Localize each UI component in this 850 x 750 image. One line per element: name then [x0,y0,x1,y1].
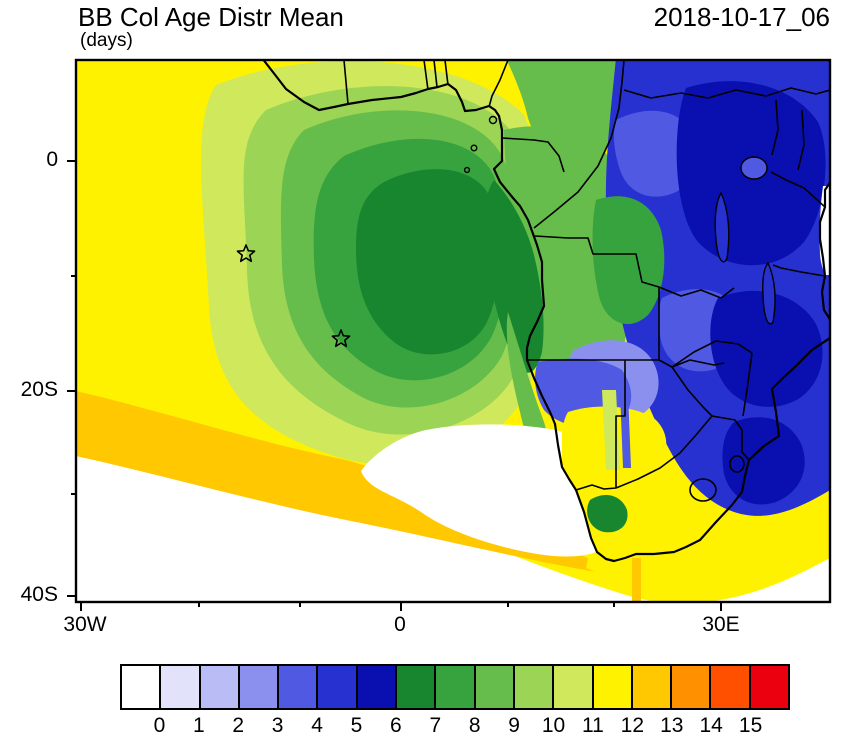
age-fill-darkblue-zimbabwe [710,290,823,407]
colorbar [120,664,790,710]
plot-title: BB Col Age Distr Mean [78,2,344,32]
age-fill-blue-topmid [613,110,699,197]
colorbar-tick-label: 5 [350,714,363,737]
age-fill-white-benguela-pocket [361,424,596,557]
colorbar-tick-label: 7 [429,714,442,737]
x-axis-tick-label-0: 0 [394,613,406,636]
colorbar-cell [318,666,358,708]
colorbar-cell [436,666,476,708]
island-principe [470,144,478,152]
age-fill-layers [76,60,830,602]
x-axis-tick-label-30e: 30E [702,613,740,636]
border-swaziland [729,455,745,473]
colorbar-cell [239,666,280,708]
colorbar-tick-label: 14 [699,714,723,737]
lakes [714,156,776,325]
colorbar-tick-label: 2 [232,714,245,737]
colorbar-tick-label: 13 [660,714,684,737]
island-sao-tome [463,166,471,174]
colorbar-cell [279,666,319,708]
age-fill-darkgreen-cape [587,495,628,533]
country-borders [343,60,830,502]
colorbar-cell [200,666,240,708]
y-major-ticks [67,160,76,597]
age-fill-darkgreen-core [356,169,500,355]
borders-central-africa [501,60,625,229]
colorbar-cell [554,666,594,708]
x-minor-ticks [198,602,615,607]
lake-malawi [762,261,776,325]
coastline-group [262,60,830,563]
colorbar-cell [514,666,555,708]
y-axis-tick-label-0: 0 [46,148,58,171]
colorbar-labels: 0 1 2 3 4 5 6 7 8 9 10 11 12 13 14 15 [120,714,790,740]
colorbar-tick-label: 11 [582,714,604,737]
colorbar-cell [357,666,398,708]
borders-angola [527,235,725,368]
plot-timestamp: 2018-10-17_06 [653,2,830,32]
borders-north-east [623,87,830,171]
borders-namibia-botswana-southafrica [575,360,750,491]
y-axis-tick-label-20s: 20S [20,378,58,401]
map-frame [74,58,832,604]
x-major-ticks [80,602,722,611]
colorbar-tick-label: 15 [738,714,763,737]
colorbar-tick-label: 1 [192,714,205,737]
colorbar-cell [632,666,673,708]
map-canvas [67,58,832,611]
borders-tanzania [770,171,826,277]
islands [463,115,498,174]
borders-west-africa [343,60,509,108]
y-axis-tick-label-40s: 40S [20,583,58,606]
coastline-africa-main [262,60,830,563]
colorbar-tick-label: 0 [153,714,166,737]
colorbar-tick-label: 3 [271,714,284,737]
age-fill-yellow-southcoast-band [586,521,824,584]
borders-zambia-zimbabwe [658,286,753,417]
age-fill-amber-streak [632,558,641,601]
border-lesotho [689,478,717,502]
colorbar-tick-label: 12 [620,714,645,737]
age-fill-blue-streak [620,392,631,468]
age-fill-green-drc-transition [592,196,665,325]
colorbar-tick-label: 9 [508,714,520,737]
coastline-east-africa [818,180,830,322]
lake-tanganyika [714,191,730,263]
colorbar-tick-label: 6 [390,714,402,737]
age-fill-green-guinea-strip [506,60,618,163]
lake-victoria [740,156,768,180]
colorbar-tick-label: 10 [541,714,566,737]
x-axis-tick-label-30w: 30W [63,613,107,636]
colorbar-cell [475,666,515,708]
island-bioko [488,115,498,125]
colorbar-cell [750,666,789,708]
colorbar-cell [122,666,162,708]
colorbar-cell [711,666,751,708]
age-fill-darkgreen-coastal [484,180,544,373]
colorbar-cell [161,666,201,708]
colorbar-tick-label: 8 [468,714,481,737]
plot-units-label: (days) [80,30,133,51]
colorbar-cell [593,666,633,708]
colorbar-cell [672,666,712,708]
colorbar-tick-label: 4 [311,714,323,737]
star-marker-1 [236,244,256,263]
star-marker-2 [331,329,351,348]
station-markers [236,244,351,348]
colorbar-cell [397,666,437,708]
